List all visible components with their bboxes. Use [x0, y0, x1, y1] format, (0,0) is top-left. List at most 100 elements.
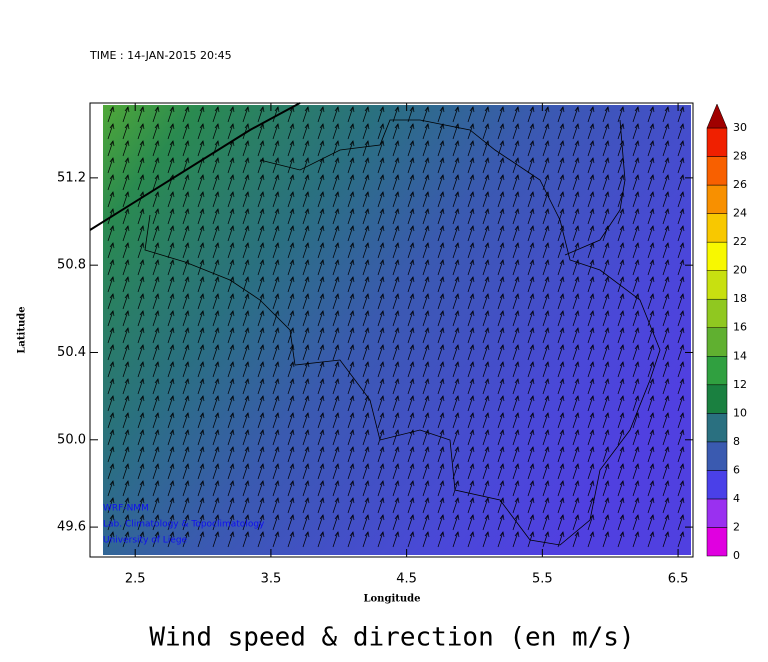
- wind-arrow-head: [304, 446, 310, 453]
- wind-arrow-head: [184, 208, 190, 215]
- wind-arrow-head: [439, 514, 445, 521]
- wind-arrow: [362, 106, 369, 123]
- wind-arrow-head: [214, 191, 220, 198]
- wind-arrow-head: [274, 514, 280, 521]
- wind-arrow: [572, 157, 579, 174]
- colorbar-bin: [706, 241, 728, 271]
- wind-arrow-head: [409, 378, 415, 385]
- wind-arrow-head: [184, 242, 190, 249]
- wind-arrow: [107, 174, 114, 191]
- wind-arrow: [272, 412, 279, 429]
- wind-arrow-head: [649, 429, 655, 436]
- wind-arrow-head: [184, 293, 190, 300]
- wind-arrow: [422, 361, 429, 378]
- wind-arrow-head: [634, 497, 640, 504]
- wind-arrow-head: [274, 157, 280, 164]
- wind-arrow-head: [469, 208, 475, 215]
- wind-arrow: [347, 242, 354, 259]
- wind-arrow: [542, 497, 549, 514]
- wind-arrow: [317, 276, 324, 293]
- wind-arrow-head: [304, 514, 310, 521]
- wind-arrow-head: [424, 106, 430, 113]
- wind-arrow: [407, 157, 414, 174]
- wind-arrow: [152, 361, 159, 378]
- wind-arrow-head: [649, 310, 655, 317]
- wind-arrow-head: [649, 140, 655, 147]
- wind-arrow: [527, 225, 534, 242]
- wind-arrow: [362, 361, 369, 378]
- wind-arrow-head: [604, 497, 610, 504]
- wind-arrow-head: [139, 242, 145, 249]
- wind-arrow-head: [289, 174, 295, 181]
- wind-arrow: [632, 174, 639, 191]
- wind-arrow: [227, 293, 234, 310]
- wind-arrow-head: [244, 446, 250, 453]
- wind-arrow: [212, 191, 219, 208]
- wind-arrow: [557, 497, 564, 514]
- wind-arrow: [167, 157, 174, 174]
- wind-arrow-head: [679, 514, 685, 521]
- wind-arrow-head: [454, 140, 460, 147]
- wind-arrow: [632, 276, 639, 293]
- wind-arrow: [512, 208, 519, 225]
- wind-arrow: [602, 174, 609, 191]
- wind-arrow: [512, 463, 519, 480]
- wind-arrow-head: [304, 191, 310, 198]
- wind-arrow-head: [589, 174, 595, 181]
- wind-arrow-head: [529, 395, 535, 402]
- wind-arrow-head: [394, 293, 400, 300]
- y-tick-label: 50.8: [57, 258, 86, 273]
- wind-arrow: [527, 191, 534, 208]
- wind-arrow: [362, 514, 369, 531]
- wind-arrow-head: [529, 123, 535, 130]
- wind-arrow-head: [529, 310, 535, 317]
- wind-arrow-head: [364, 225, 370, 232]
- wind-arrow-head: [604, 344, 610, 351]
- wind-arrow-head: [679, 531, 685, 538]
- wind-arrow: [632, 106, 639, 123]
- colorbar-bin: [706, 213, 728, 243]
- wind-arrow-head: [424, 259, 430, 266]
- wind-arrow: [602, 395, 609, 412]
- wind-arrow: [197, 378, 204, 395]
- wind-arrow: [332, 225, 339, 242]
- wind-arrow-head: [109, 378, 115, 385]
- wind-arrow: [422, 259, 429, 276]
- colorbar-bin: [706, 327, 728, 357]
- wind-arrow-head: [544, 463, 550, 470]
- wind-arrow: [662, 191, 669, 208]
- wind-arrow-head: [139, 174, 145, 181]
- wind-arrow-head: [379, 140, 385, 147]
- wind-arrow-head: [589, 310, 595, 317]
- wind-arrow: [662, 344, 669, 361]
- colorbar-label: 12: [733, 378, 747, 391]
- wind-arrow-head: [154, 259, 160, 266]
- wind-arrow: [467, 225, 474, 242]
- wind-arrow-head: [514, 429, 520, 436]
- wind-arrow: [197, 293, 204, 310]
- wind-arrow: [587, 463, 594, 480]
- wind-arrow: [152, 378, 159, 395]
- wind-arrow: [497, 412, 504, 429]
- colorbar-label: 0: [733, 549, 740, 562]
- wind-arrow: [512, 514, 519, 531]
- wind-arrow-head: [514, 123, 520, 130]
- wind-arrow: [467, 242, 474, 259]
- wind-arrow: [242, 395, 249, 412]
- wind-arrow-head: [109, 429, 115, 436]
- wind-arrow-head: [454, 242, 460, 249]
- wind-arrow-head: [529, 361, 535, 368]
- wind-arrow: [617, 106, 624, 123]
- wind-arrow-head: [259, 463, 265, 470]
- wind-arrow: [407, 276, 414, 293]
- wind-arrow: [602, 514, 609, 531]
- wind-arrow-head: [649, 242, 655, 249]
- wind-arrow-head: [424, 378, 430, 385]
- wind-arrow: [287, 242, 294, 259]
- wind-arrow: [647, 463, 654, 480]
- wind-arrow-head: [184, 106, 190, 113]
- wind-arrow-head: [634, 106, 640, 113]
- wind-arrow-head: [334, 361, 340, 368]
- wind-arrow-head: [424, 497, 430, 504]
- wind-arrow: [287, 378, 294, 395]
